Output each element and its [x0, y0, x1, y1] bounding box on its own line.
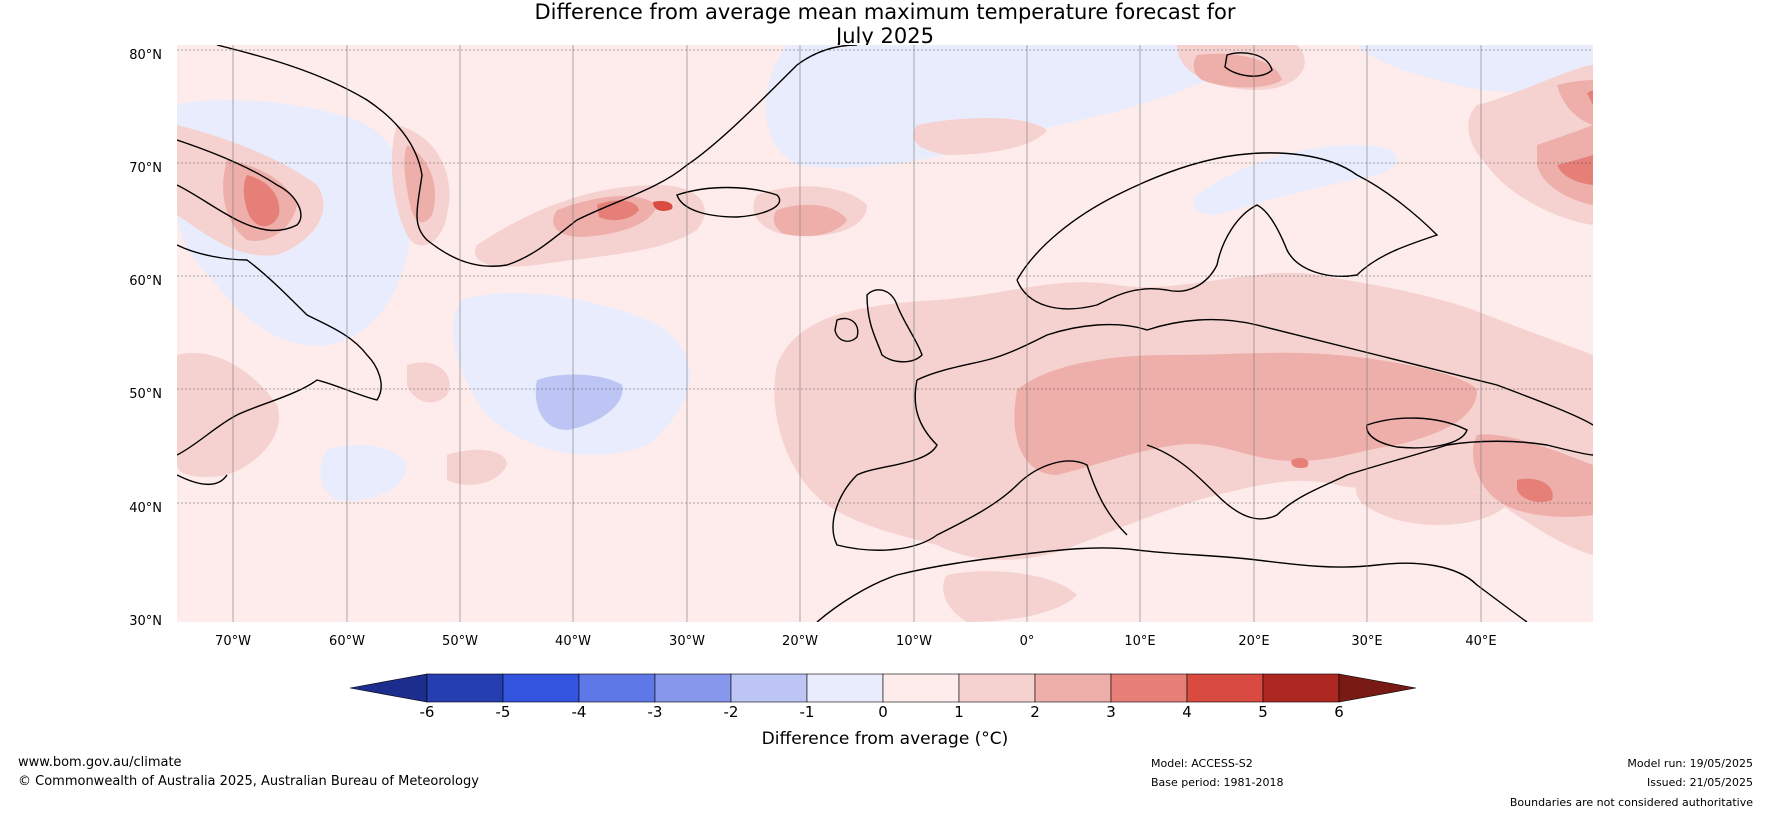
colorbar-tick-label: 1	[954, 703, 964, 721]
colorbar-segment	[882, 673, 960, 703]
lon-label-70w: 70°W	[215, 634, 251, 649]
colorbar-tick-label: -3	[647, 703, 663, 721]
colorbar-segment	[1110, 673, 1188, 703]
lat-label-40n: 40°N	[129, 501, 162, 516]
colorbar-tick-label: -6	[419, 703, 435, 721]
colorbar-tick-label: -2	[723, 703, 739, 721]
lat-label-50n: 50°N	[129, 387, 162, 402]
lat-label-80n: 80°N	[129, 48, 162, 63]
warm-anomaly-regions-3-4	[243, 90, 1593, 502]
model-run-text: Model run: 19/05/2025	[1627, 757, 1753, 770]
colorbar-segment	[502, 673, 580, 703]
lon-label-20e: 20°E	[1238, 634, 1270, 649]
colorbar-tick-label: 2	[1030, 703, 1040, 721]
coastlines	[177, 45, 1593, 622]
lon-label-10w: 10°W	[896, 634, 932, 649]
warm-anomaly-regions-4-5	[653, 200, 673, 211]
colorbar-segment	[1186, 673, 1264, 703]
colorbar-segment	[654, 673, 732, 703]
website-link[interactable]: www.bom.gov.au/climate	[18, 755, 182, 770]
colorbar-segment	[426, 673, 504, 703]
colorbar-tick-label: 6	[1334, 703, 1344, 721]
lat-label-30n: 30°N	[129, 614, 162, 629]
lon-label-20w: 20°W	[782, 634, 818, 649]
colorbar-tick-label: 5	[1258, 703, 1268, 721]
colorbar-tick-label: -5	[495, 703, 511, 721]
meridians	[232, 45, 1482, 622]
copyright-text: © Commonwealth of Australia 2025, Austra…	[18, 774, 479, 789]
lat-label-70n: 70°N	[129, 161, 162, 176]
model-text: Model: ACCESS-S2	[1151, 757, 1253, 770]
colorbar-segment	[578, 673, 656, 703]
lon-label-0: 0°	[1019, 634, 1035, 649]
colorbar-segment	[806, 673, 884, 703]
colorbar-extend-low	[350, 673, 428, 703]
lon-label-60w: 60°W	[329, 634, 365, 649]
title-line-1: Difference from average mean maximum tem…	[534, 0, 1236, 24]
colorbar-tick-label: 4	[1182, 703, 1192, 721]
lon-label-40e: 40°E	[1465, 634, 1497, 649]
cool-anomaly-core	[535, 374, 623, 430]
lon-label-30w: 30°W	[669, 634, 705, 649]
map-title: Difference from average mean maximum tem…	[0, 0, 1770, 48]
colorbar-tick-label: 3	[1106, 703, 1116, 721]
colorbar-label: Difference from average (°C)	[761, 729, 1009, 749]
colorbar-segment	[1034, 673, 1112, 703]
colorbar-tick-label: -4	[571, 703, 587, 721]
colorbar-segment	[730, 673, 808, 703]
colorbar-segment	[1262, 673, 1340, 703]
lat-label-60n: 60°N	[129, 274, 162, 289]
colorbar-extend-high	[1338, 673, 1417, 703]
colorbar-segment	[958, 673, 1036, 703]
lon-label-40w: 40°W	[555, 634, 591, 649]
disclaimer-text: Boundaries are not considered authoritat…	[1509, 796, 1753, 809]
colorbar	[350, 673, 1417, 703]
issued-text: Issued: 21/05/2025	[1646, 776, 1753, 789]
lon-label-10e: 10°E	[1124, 634, 1156, 649]
title-line-2: July 2025	[836, 24, 934, 48]
lon-label-50w: 50°W	[442, 634, 478, 649]
graticule	[177, 49, 1593, 504]
base-period-text: Base period: 1981-2018	[1151, 776, 1284, 789]
forecast-map	[177, 45, 1593, 622]
colorbar-tick-label: 0	[878, 703, 888, 721]
colorbar-tick-label: -1	[799, 703, 815, 721]
lon-label-30e: 30°E	[1351, 634, 1383, 649]
